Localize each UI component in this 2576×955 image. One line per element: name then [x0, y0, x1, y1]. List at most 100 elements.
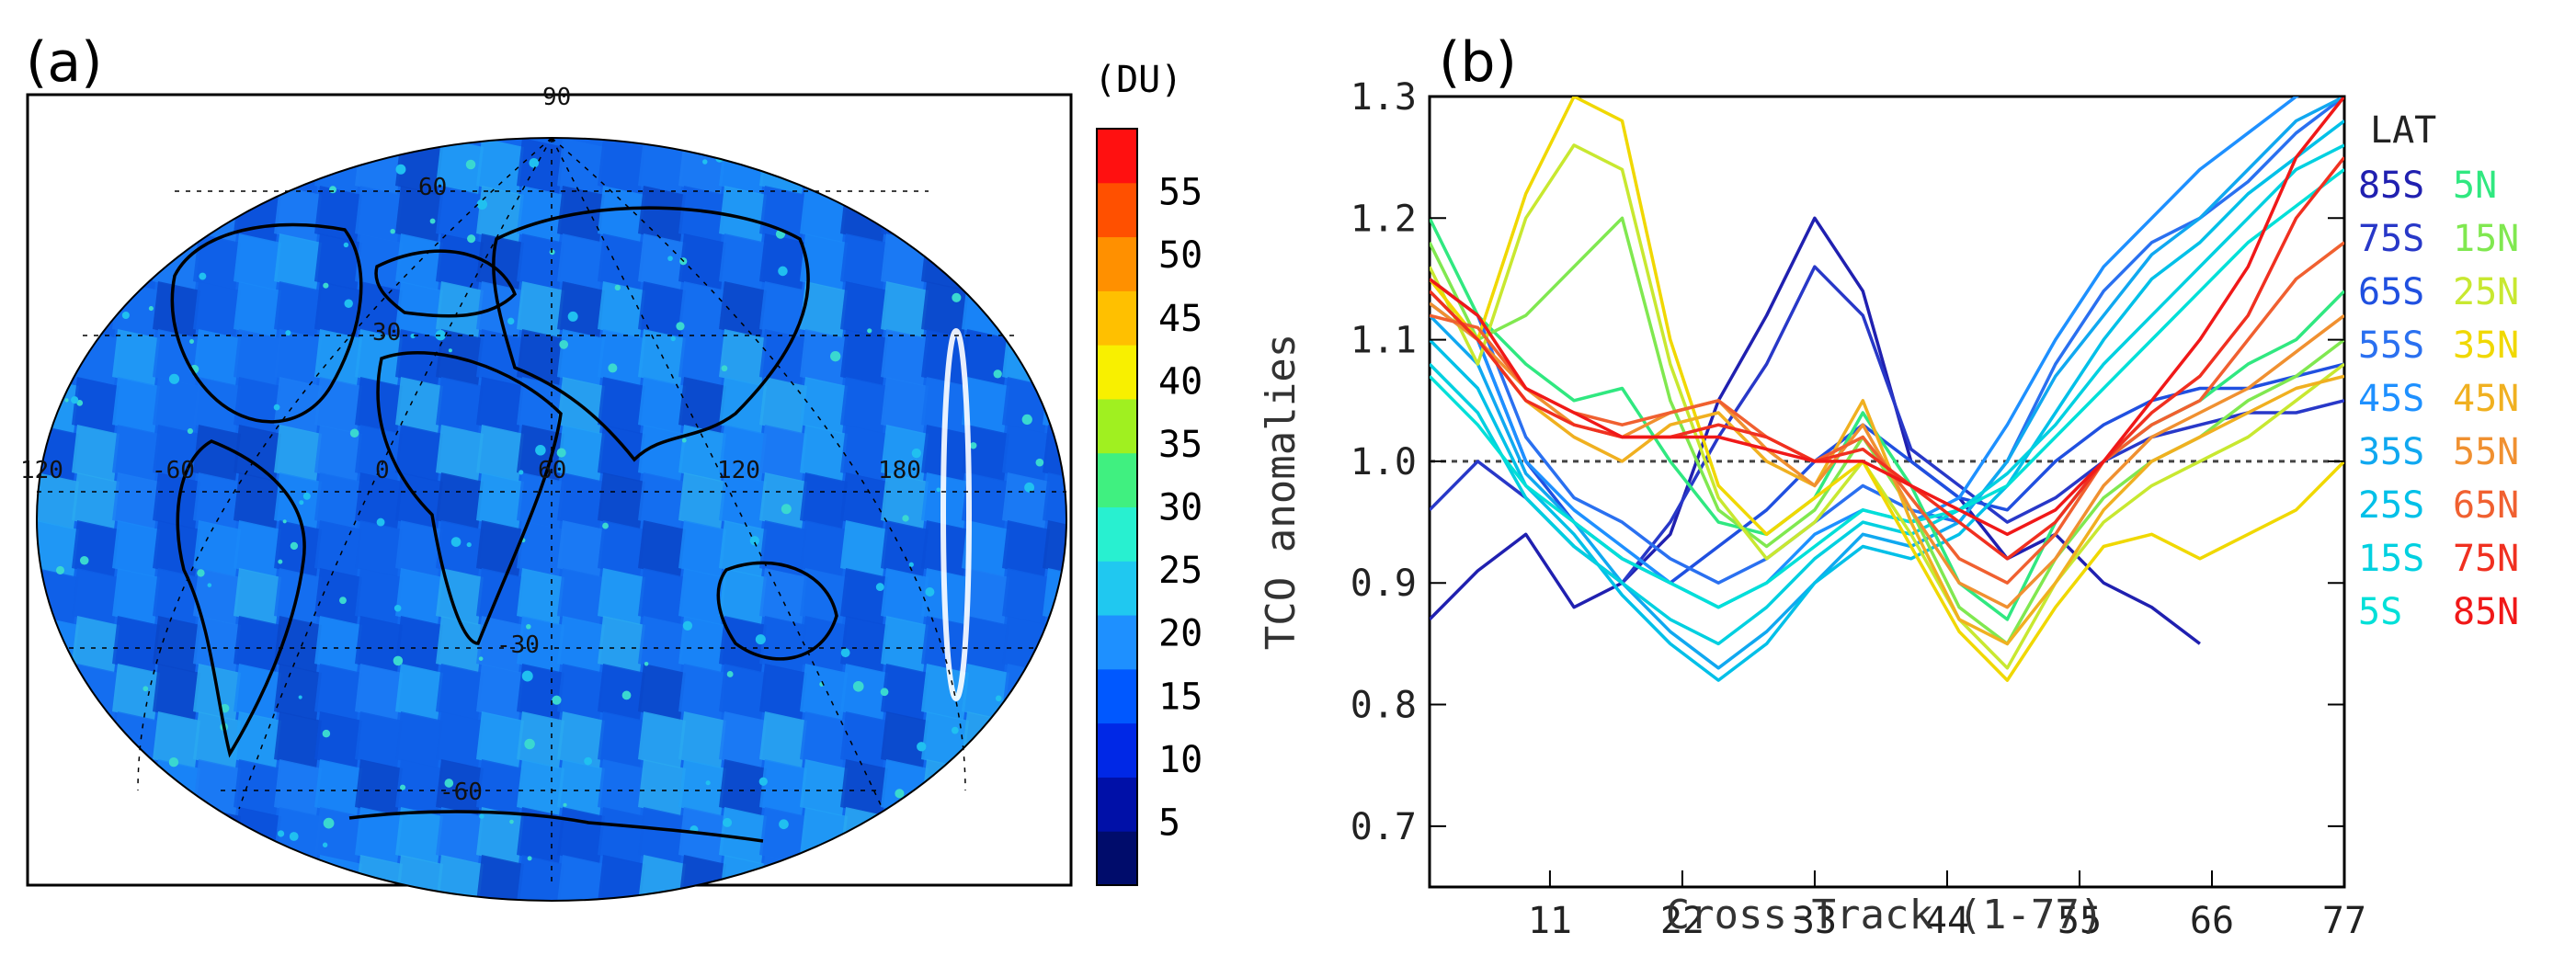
speckle [524, 738, 535, 750]
swath-patch [355, 233, 403, 290]
swath-patch [355, 759, 403, 816]
swath-patch [598, 377, 645, 434]
colorbar-cell [1097, 668, 1137, 724]
swath-patch [557, 711, 605, 768]
swath-patch [517, 138, 564, 195]
swath-patch [962, 472, 1009, 529]
swath-patch [719, 759, 767, 816]
swath-patch [598, 568, 645, 625]
swath-patch [72, 377, 120, 434]
swath-patch [557, 472, 605, 529]
legend: LAT 85S 75S 65S 55S 45S 35S 25S 15S 5S 5N 15N 25N 3… [2358, 109, 2519, 633]
swath-patch [840, 472, 888, 529]
swath-patch [112, 425, 160, 482]
swath-patch [436, 616, 484, 673]
swath-patch [436, 520, 484, 577]
legend-entry-45N: 45N [2453, 378, 2519, 420]
swath-patch [436, 425, 484, 482]
y-tick-label: 0.9 [1351, 563, 1417, 605]
white-swath-gap [940, 328, 972, 701]
swath-patch [1043, 472, 1066, 529]
swath-patch [436, 186, 484, 243]
swath-patch [436, 377, 484, 434]
swath-patch [678, 616, 726, 673]
legend-entry-75N: 75N [2453, 538, 2519, 580]
speckle [726, 671, 734, 677]
colorbar-cell [1097, 561, 1137, 616]
swath-patch [153, 664, 200, 721]
swath-patch [476, 233, 524, 290]
swath-patch [840, 281, 888, 338]
coast-australia [716, 561, 838, 661]
speckle [343, 242, 349, 248]
swath-patch [476, 377, 524, 434]
graticule-meridian-left [238, 137, 553, 810]
swath-patch [881, 377, 929, 434]
speckle [758, 777, 768, 786]
speckle [875, 583, 884, 592]
y-tick-label: 0.8 [1351, 685, 1417, 727]
swath-patch [476, 329, 524, 386]
speckle [556, 448, 566, 458]
speckle [298, 695, 302, 699]
swath-patch [719, 568, 767, 625]
swath-patch [193, 520, 241, 577]
speckle [867, 328, 872, 334]
swath-patch [598, 759, 645, 816]
swath-patch [517, 855, 564, 901]
swath-patch [1002, 568, 1050, 625]
speckle [79, 555, 89, 565]
swath-patch [638, 329, 686, 386]
swath-patch [800, 233, 848, 290]
speckle [993, 369, 1002, 379]
swath-patch [598, 855, 645, 901]
swath-patch [678, 711, 726, 768]
legend-left-column: 85S 75S 65S 55S 45S 35S 25S 15S 5S [2358, 165, 2424, 633]
speckle [970, 442, 977, 449]
swath-patch [193, 377, 241, 434]
plot-frame [1428, 95, 2346, 889]
swath-patch [395, 616, 443, 673]
swath-patch [395, 855, 443, 901]
swath-patch [638, 377, 686, 434]
swath-patch [112, 664, 160, 721]
swath-patch [314, 711, 362, 768]
lon-label-120: 120 [717, 457, 760, 484]
coastlines [170, 206, 838, 843]
speckle [519, 470, 524, 475]
speckle [282, 519, 287, 524]
swath-patch [395, 281, 443, 338]
swath-patch [476, 138, 524, 195]
swath-patch [355, 711, 403, 768]
swath-patch [314, 425, 362, 482]
swath-patch [800, 616, 848, 673]
speckle [479, 813, 484, 819]
colorbar-cell [1097, 345, 1137, 400]
swath-patch [193, 329, 241, 386]
speckle [76, 400, 84, 406]
swath-patch [314, 472, 362, 529]
lat-label-m30: -30 [496, 631, 540, 659]
swath-patch [638, 233, 686, 290]
swath-patch [517, 472, 564, 529]
speckle [895, 789, 905, 799]
speckle [344, 299, 353, 308]
speckle [168, 373, 180, 384]
swath-patch [37, 520, 79, 577]
swath-patch [1002, 425, 1050, 482]
speckle [277, 830, 285, 837]
swath-patch [719, 233, 767, 290]
legend-title: LAT [2370, 109, 2436, 152]
swath-patch [840, 568, 888, 625]
swath-patch [517, 186, 564, 243]
speckle [290, 541, 299, 551]
speckle [584, 756, 592, 766]
swath-patch [840, 664, 888, 721]
swath-patch [395, 759, 443, 816]
speckle [509, 819, 514, 824]
x-tick-label: 66 [2190, 900, 2234, 942]
swath-patch [598, 616, 645, 673]
swath-patch [274, 233, 322, 290]
swath-patch [840, 329, 888, 386]
series-line-35S [1430, 97, 2344, 670]
